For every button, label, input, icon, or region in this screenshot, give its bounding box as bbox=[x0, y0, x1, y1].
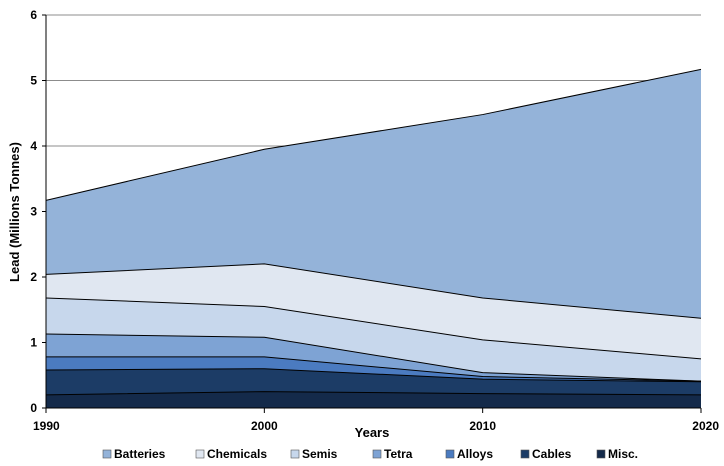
x-tick-label: 2010 bbox=[469, 419, 496, 433]
area-edge-chemicals bbox=[45, 263, 702, 319]
legend-label-misc: Misc. bbox=[608, 447, 638, 461]
area-batteries bbox=[46, 69, 701, 319]
y-axis-title: Lead (Millions Tonnes) bbox=[7, 142, 22, 282]
area-cables bbox=[46, 368, 701, 395]
area-misc bbox=[46, 391, 701, 408]
area-tetra bbox=[46, 333, 701, 382]
x-tick-label: 1990 bbox=[33, 419, 60, 433]
area-edge-alloys bbox=[46, 356, 702, 382]
legend-label-alloys: Alloys bbox=[457, 447, 493, 461]
area-semis bbox=[46, 297, 701, 382]
area-series bbox=[45, 68, 702, 408]
legend-label-batteries: Batteries bbox=[114, 447, 166, 461]
legend-label-tetra: Tetra bbox=[384, 447, 413, 461]
y-tick-label: 5 bbox=[30, 74, 37, 88]
area-edge-misc bbox=[45, 391, 702, 396]
legend-label-semis: Semis bbox=[302, 447, 338, 461]
legend-swatch-tetra bbox=[372, 449, 382, 459]
legend: Batteries Chemicals Semis Tetra Alloys Cables… bbox=[102, 447, 638, 461]
legend-swatch-misc bbox=[596, 449, 606, 459]
x-tick-label: 2020 bbox=[692, 419, 719, 433]
area-edge-batteries bbox=[45, 68, 702, 201]
legend-swatch-alloys bbox=[445, 449, 455, 459]
y-tick-label: 2 bbox=[30, 270, 37, 284]
x-tick-label: 2000 bbox=[251, 419, 278, 433]
x-axis-title: Years bbox=[355, 425, 390, 440]
legend-swatch-semis bbox=[290, 449, 300, 459]
legend-swatch-cables bbox=[520, 449, 530, 459]
axes bbox=[42, 14, 702, 413]
y-tick-label: 4 bbox=[30, 139, 37, 153]
legend-label-chemicals: Chemicals bbox=[207, 447, 267, 461]
area-alloys bbox=[46, 356, 701, 382]
y-tick-labels: 0 1 2 3 4 5 6 bbox=[30, 8, 37, 415]
area-edge-tetra bbox=[45, 333, 702, 382]
y-tick-label: 6 bbox=[30, 8, 37, 22]
x-tick-labels: 1990 2000 2010 2020 bbox=[33, 419, 719, 433]
legend-swatch-chemicals bbox=[195, 449, 205, 459]
y-tick-label: 1 bbox=[30, 336, 37, 350]
legend-label-cables: Cables bbox=[532, 447, 572, 461]
legend-swatch-batteries bbox=[102, 449, 112, 459]
y-tick-label: 0 bbox=[30, 401, 37, 415]
area-chemicals bbox=[46, 263, 701, 359]
y-tick-label: 3 bbox=[30, 205, 37, 219]
area-edge-cables bbox=[45, 368, 702, 383]
area-edge-semis bbox=[45, 297, 702, 360]
